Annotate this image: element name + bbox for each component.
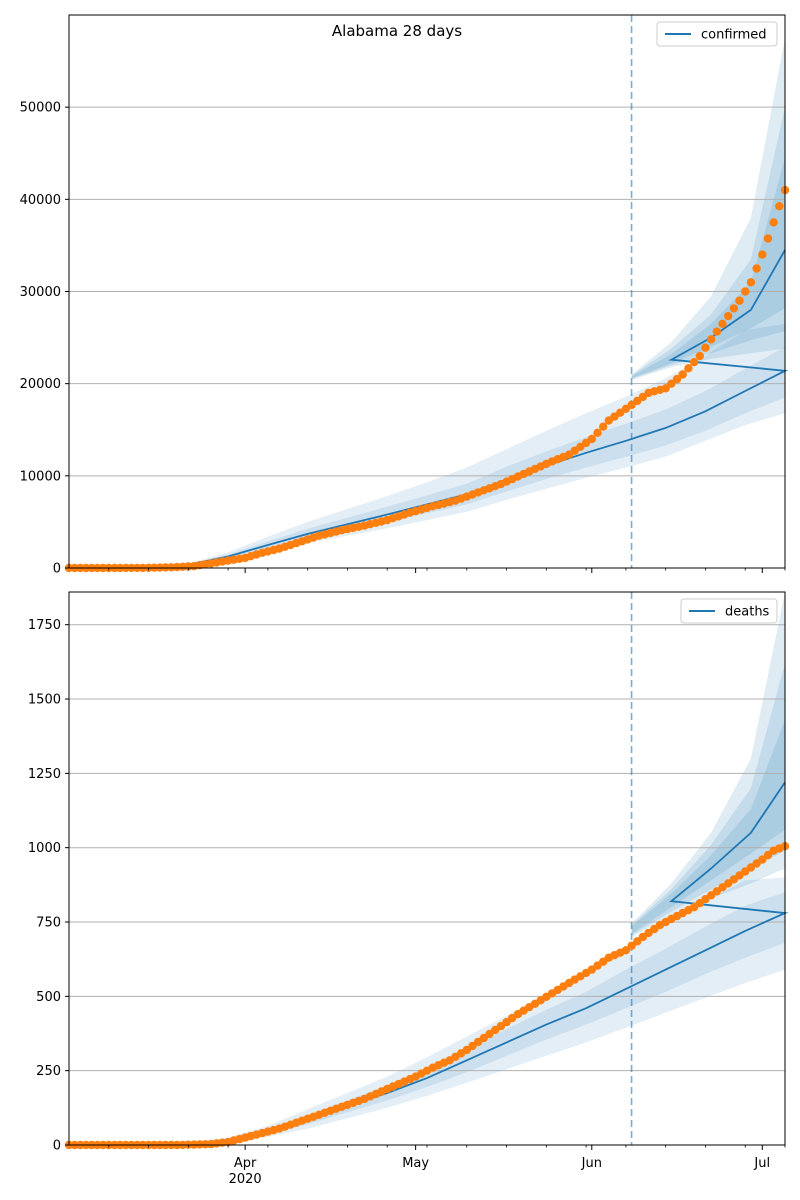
confirmed-band-outer	[69, 323, 785, 568]
confirmed-observed-point	[746, 278, 756, 287]
confirmed-observed-point	[695, 351, 704, 361]
confirmed-gridlines	[69, 106, 785, 477]
deaths-y-tick-label: 0	[53, 1139, 61, 1154]
deaths-band-outer	[69, 877, 785, 1145]
x-tick-label-jul: Jul	[753, 1156, 770, 1171]
deaths-y-tick-label: 1500	[28, 693, 61, 708]
confirmed-observed-point	[701, 343, 710, 352]
x-tick-label-apr: Apr	[234, 1156, 257, 1171]
confirmed-observed-point	[729, 304, 739, 313]
deaths-y-tick-label: 1250	[28, 767, 61, 782]
x-tick-sublabel-year: 2020	[229, 1172, 262, 1187]
deaths-legend-box	[680, 598, 778, 624]
confirmed-observed-point	[763, 234, 773, 243]
deaths-series	[64, 781, 790, 1150]
confirmed-y-tick-label: 30000	[20, 285, 61, 300]
confirmed-legend-label: confirmed	[701, 28, 767, 43]
confirmed-legend-box	[656, 21, 778, 47]
confirmed-forecast-band-middle	[631, 107, 785, 380]
figure-title: Alabama 28 days	[332, 22, 462, 40]
deaths-y-tick-label: 250	[36, 1064, 61, 1079]
confirmed-observed-point	[706, 335, 716, 344]
deaths-forecast-band-outer	[631, 592, 785, 937]
x-axis-tick-labels: Apr 2020 May Jun Jul	[229, 1156, 771, 1187]
confirmed-observed-point	[741, 287, 750, 296]
deaths-observed-point	[621, 946, 631, 955]
confirmed-y-tick-label: 20000	[20, 377, 61, 392]
deaths-panel: 0 250 500 750 1000 1250 1500 1750 deaths	[28, 591, 790, 1154]
confirmed-observed-point	[718, 319, 727, 328]
deaths-observed-point	[758, 855, 767, 864]
x-tick-label-may: May	[402, 1156, 429, 1171]
deaths-forecast-band-middle	[631, 663, 785, 936]
deaths-legend-label: deaths	[725, 605, 770, 620]
confirmed-y-tick-label: 50000	[20, 101, 61, 116]
deaths-observed-point	[627, 941, 636, 950]
deaths-y-tick-label: 1750	[28, 618, 61, 633]
confirmed-forecast-band-inner	[631, 157, 785, 379]
confirmed-observed-point	[672, 374, 682, 384]
confirmed-observed-point	[769, 218, 778, 227]
confirmed-observed-point	[775, 202, 784, 211]
confirmed-observed-point	[735, 296, 744, 305]
confirmed-observed-point	[587, 434, 596, 444]
confirmed-y-tick-label: 40000	[20, 193, 61, 208]
deaths-axes: 0 250 500 750 1000 1250 1500 1750	[28, 591, 786, 1154]
confirmed-observed-point	[684, 364, 693, 373]
confirmed-observed-point	[599, 422, 608, 431]
deaths-legend: deaths	[680, 598, 778, 624]
confirmed-observed-point	[724, 311, 733, 321]
confirmed-observed-point	[752, 264, 761, 273]
confirmed-observed-point	[678, 370, 687, 379]
confirmed-observed-point	[593, 428, 602, 437]
confirmed-y-tick-label: 0	[53, 562, 61, 577]
deaths-y-tick-label: 1000	[28, 841, 61, 856]
deaths-y-tick-label: 500	[36, 990, 61, 1005]
confirmed-legend: confirmed	[656, 21, 778, 47]
confirmed-y-tick-label: 10000	[20, 469, 61, 484]
confirmed-panel: 0 10000 20000 30000 40000 50000 confirmed	[20, 14, 790, 577]
confirmed-observed-point	[758, 250, 767, 259]
confirmed-observed-point	[689, 358, 699, 367]
confirmed-observed-point	[661, 384, 670, 393]
deaths-y-tick-label: 750	[36, 916, 61, 931]
confirmed-axes: 0 10000 20000 30000 40000 50000	[20, 14, 786, 577]
x-tick-label-jun: Jun	[581, 1156, 602, 1171]
confirmed-series	[64, 185, 790, 573]
confirmed-observed-point	[667, 379, 676, 388]
confirmed-observed-point	[712, 327, 721, 336]
